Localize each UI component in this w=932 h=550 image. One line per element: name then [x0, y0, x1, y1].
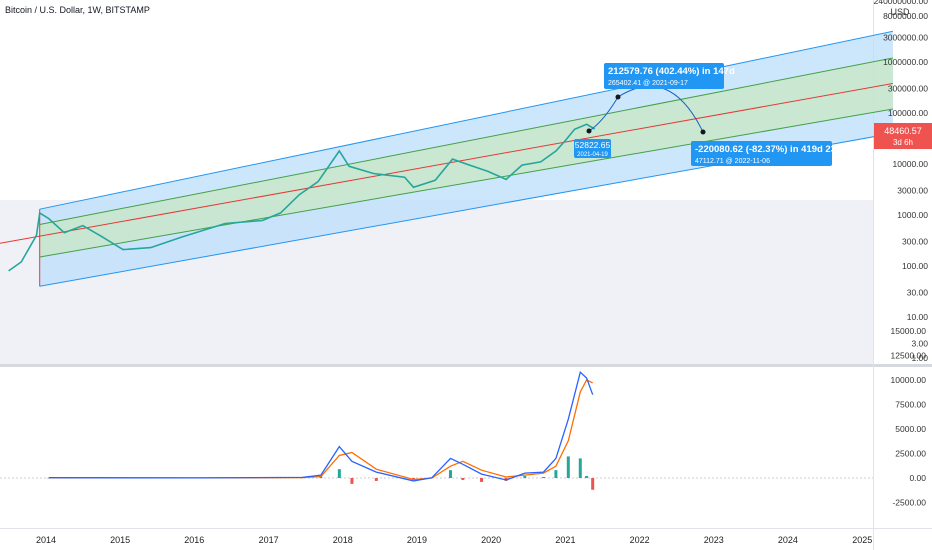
channel-inner-upper-line: [39, 57, 894, 226]
osc-tick-label: 0.00: [909, 473, 926, 483]
time-tick-label: 2021: [555, 535, 575, 545]
osc-tick-label: 15000.00: [891, 326, 927, 336]
price-tick-label: 30.00: [907, 288, 929, 298]
channel-upper-line: [39, 30, 894, 210]
osc-pane-bg: [0, 368, 873, 528]
histogram-bar: [448, 470, 452, 478]
time-tick-label: 2014: [36, 535, 56, 545]
time-tick-label: 2019: [407, 535, 427, 545]
time-tick-label: 2015: [110, 535, 130, 545]
osc-tick-label: 7500.00: [895, 400, 926, 410]
histogram-bar: [374, 478, 378, 481]
chart-title: Bitcoin / U.S. Dollar, 1W, BITSTAMP: [5, 5, 150, 15]
price-axis-ticks[interactable]: 240000000.00 8000000.00 3000000.00 1000000.…: [874, 0, 929, 363]
projection-peak-point[interactable]: [615, 94, 621, 100]
channel-mid-line: [0, 82, 894, 244]
time-tick-label: 2022: [630, 535, 650, 545]
oscillator-axis-ticks[interactable]: 15000.00 12500.00 10000.00 7500.00 5000.00 25…: [891, 326, 927, 508]
histogram-bar: [337, 469, 341, 478]
time-axis-ticks[interactable]: 2014 2015 2016 2017 2018 2019 2020 2021 2022 2023…: [36, 535, 872, 545]
projection-start-point[interactable]: [586, 128, 592, 134]
projection-curve[interactable]: [588, 85, 704, 133]
osc-main-line: [48, 370, 594, 482]
time-tick-label: 2020: [481, 535, 501, 545]
channel-inner-lower-line: [39, 108, 894, 258]
osc-tick-label: -2500.00: [892, 498, 926, 508]
histogram-bar: [585, 476, 589, 478]
target-down-line2: 47112.71 @ 2022-11-06: [695, 158, 770, 165]
histogram-bar: [591, 478, 595, 490]
histogram-bar: [461, 478, 465, 480]
price-tick-label: 1.00: [911, 353, 928, 363]
time-tick-label: 2018: [333, 535, 353, 545]
target-up-line2: 265402.41 @ 2021-09-17: [608, 80, 688, 87]
pivot-price: 52822.65: [575, 140, 611, 150]
histogram-bar: [350, 478, 354, 484]
last-price-tag: [874, 123, 932, 149]
histogram-bar: [578, 458, 582, 478]
target-down-line1: -220080.62 (-82.37%) in 419d 23h: [695, 144, 842, 155]
price-tick-label: 100000.00: [888, 108, 928, 118]
price-tick-label: 8000000.00: [883, 11, 928, 21]
time-tick-label: 2024: [778, 535, 798, 545]
time-tick-label: 2016: [184, 535, 204, 545]
last-price-value: 48460.57: [884, 126, 922, 136]
price-tick-label: 100.00: [902, 261, 928, 271]
price-tick-label: 300.00: [902, 237, 928, 247]
projection-end-point[interactable]: [700, 129, 706, 135]
osc-tick-label: 5000.00: [895, 424, 926, 434]
bar-countdown: 3d 6h: [893, 138, 913, 147]
price-tick-label: 3000.00: [897, 186, 928, 196]
price-tick-label: 3.00: [911, 339, 928, 349]
osc-signal-line: [48, 379, 593, 481]
time-tick-label: 2023: [704, 535, 724, 545]
channel-inner-fill: [39, 57, 893, 258]
target-up-label[interactable]: [604, 63, 724, 89]
oscillator-plot: [0, 370, 873, 490]
histogram-bar: [480, 478, 484, 482]
price-tick-label: 300000.00: [888, 84, 928, 94]
price-series-line: [8, 123, 596, 272]
price-plot: [0, 30, 894, 287]
price-axis-currency: USD: [890, 7, 910, 17]
pivot-label[interactable]: [574, 139, 611, 158]
price-tick-label: 3000000.00: [883, 33, 928, 43]
osc-tick-label: 10000.00: [891, 375, 927, 385]
target-up-line1: 212579.76 (402.44%) in 147d: [608, 66, 735, 77]
histogram-bar: [554, 470, 558, 478]
histogram-bar: [566, 456, 570, 478]
price-tick-label: 1000000.00: [883, 57, 928, 67]
osc-tick-label: 2500.00: [895, 449, 926, 459]
osc-tick-label: 12500.00: [891, 351, 927, 361]
target-down-label[interactable]: [691, 141, 832, 166]
time-tick-label: 2025: [852, 535, 872, 545]
price-tick-label: 240000000.00: [874, 0, 929, 6]
pivot-date: 2021-04-19: [577, 152, 608, 158]
histogram-bar: [542, 477, 546, 478]
price-tick-label: 10.00: [907, 312, 929, 322]
price-tick-label: 1000.00: [897, 210, 928, 220]
price-tick-label: 10000.00: [893, 159, 929, 169]
time-tick-label: 2017: [259, 535, 279, 545]
histogram-bar: [523, 476, 527, 478]
